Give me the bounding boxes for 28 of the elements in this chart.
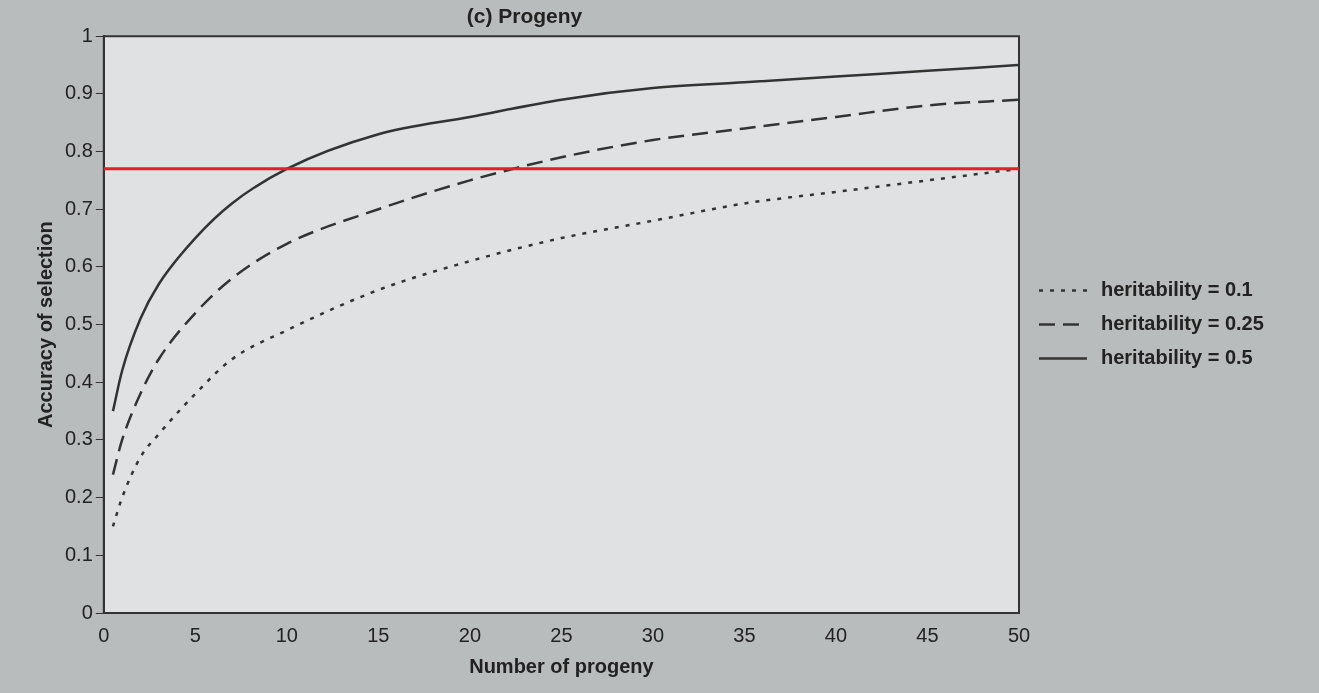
legend-label: heritability = 0.1: [1101, 278, 1253, 301]
y-tick-label: 0.1: [64, 542, 93, 565]
x-tick-label: 15: [367, 623, 390, 646]
y-tick-label: 0.5: [64, 312, 93, 335]
legend-label: heritability = 0.5: [1101, 346, 1253, 369]
y-axis-title: Accuracy of selection: [33, 221, 56, 428]
y-tick-label: 1: [81, 23, 93, 46]
y-tick-label: 0: [81, 600, 93, 623]
y-tick-label: 0.4: [64, 369, 93, 392]
x-tick-label: 45: [916, 623, 939, 646]
x-tick-label: 35: [733, 623, 756, 646]
y-tick-label: 0.6: [64, 254, 93, 277]
x-tick-label: 50: [1007, 623, 1031, 646]
x-tick-label: 5: [189, 623, 201, 646]
chart-title: (c) Progeny: [466, 4, 583, 28]
x-tick-label: 10: [275, 623, 298, 646]
x-tick-label: 30: [641, 623, 665, 646]
x-tick-label: 25: [550, 623, 573, 646]
legend-label: heritability = 0.25: [1101, 312, 1264, 335]
y-tick-label: 0.7: [64, 196, 93, 219]
y-tick-label: 0.3: [64, 427, 93, 450]
y-tick-label: 0.9: [64, 81, 93, 104]
x-tick-label: 0: [98, 623, 110, 646]
x-tick-label: 20: [458, 623, 482, 646]
y-tick-label: 0.8: [64, 139, 93, 162]
x-tick-label: 40: [824, 623, 848, 646]
y-tick-label: 0.2: [64, 485, 93, 508]
x-axis-title: Number of progeny: [469, 654, 655, 677]
